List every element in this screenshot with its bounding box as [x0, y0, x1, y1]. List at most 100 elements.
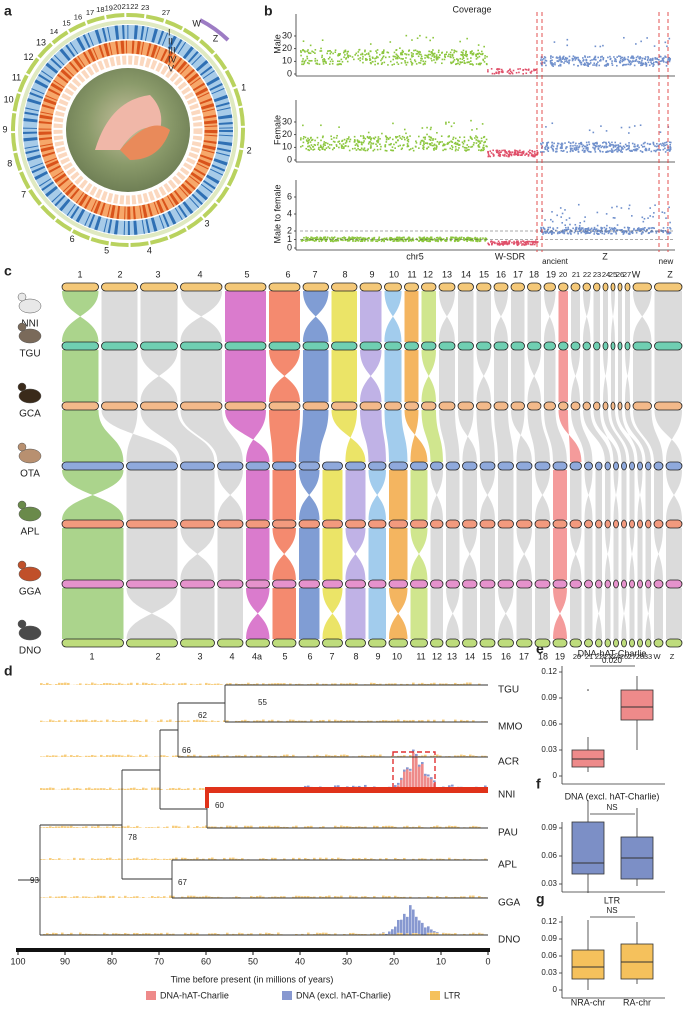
coverage-point — [470, 57, 472, 59]
coverage-point — [346, 53, 349, 55]
coverage-point — [332, 237, 335, 239]
coverage-point — [574, 59, 577, 61]
coverage-point — [524, 242, 527, 244]
ring-chromosomes — [11, 13, 245, 247]
age-bin — [70, 932, 73, 935]
coverage-point — [479, 53, 482, 55]
coverage-point — [611, 62, 613, 65]
age-bin — [358, 933, 361, 935]
age-bin — [343, 754, 346, 757]
coverage-point — [448, 53, 450, 56]
coverage-point — [586, 232, 588, 235]
age-bin — [160, 932, 163, 935]
synteny-ribbon — [345, 528, 366, 580]
synteny-ribbon — [322, 588, 343, 639]
chromosome-label: 22 — [130, 2, 138, 11]
coverage-point — [564, 60, 566, 63]
age-bin — [40, 788, 43, 790]
coverage-point — [628, 147, 630, 150]
coverage-point — [577, 232, 579, 235]
age-bin — [76, 827, 79, 828]
coverage-point — [482, 136, 485, 139]
coverage-point — [418, 53, 421, 55]
coverage-point — [383, 49, 385, 51]
chromosome-bar — [613, 461, 619, 471]
chromosome-bar — [479, 638, 496, 648]
age-bin — [49, 896, 52, 898]
chromosome-label: 27 — [623, 270, 631, 279]
coverage-point — [413, 49, 415, 52]
coverage-point — [378, 236, 381, 239]
coverage-point — [469, 237, 472, 239]
coverage-point — [553, 142, 555, 145]
synteny-ribbon — [480, 588, 495, 639]
coverage-point — [609, 228, 612, 231]
coverage-point — [640, 61, 643, 63]
coverage-point — [586, 230, 588, 233]
coverage-point — [493, 154, 495, 156]
region-label: W-SDR — [495, 251, 526, 261]
coverage-point — [385, 138, 388, 141]
coverage-point — [362, 61, 364, 64]
age-bin — [196, 857, 199, 860]
age-bin — [394, 826, 397, 828]
age-bin — [82, 896, 85, 898]
coverage-point — [544, 59, 547, 62]
age-bin — [136, 896, 139, 898]
synteny-ribbon — [527, 291, 541, 342]
age-bin — [166, 932, 169, 935]
coverage-point — [573, 147, 576, 149]
coverage-point — [630, 231, 633, 234]
chromosome-bar — [595, 579, 603, 589]
synteny-ribbon — [544, 410, 567, 462]
coverage-point — [304, 136, 307, 139]
coverage-point — [305, 236, 308, 239]
coverage-point — [406, 237, 409, 240]
coverage-point — [325, 141, 327, 144]
coverage-point — [362, 237, 365, 239]
coverage-point — [530, 153, 533, 155]
coverage-point — [430, 51, 433, 53]
coverage-point — [631, 142, 634, 145]
coverage-point — [468, 237, 470, 239]
chromosome-bar — [268, 282, 301, 292]
coverage-point — [570, 147, 573, 150]
age-bin — [463, 720, 466, 722]
age-bin — [103, 827, 106, 828]
coverage-point — [595, 232, 598, 235]
coverage-point — [614, 141, 617, 144]
significance-label: 0.020 — [602, 656, 623, 665]
chromosome-label: 8 — [353, 651, 358, 661]
coverage-point — [353, 237, 356, 240]
age-bin — [139, 720, 142, 722]
coverage-point — [334, 239, 337, 241]
bird-wing — [95, 95, 162, 150]
coverage-point — [486, 145, 488, 148]
age-bin — [343, 826, 346, 828]
age-bin — [268, 683, 271, 685]
coverage-point — [338, 63, 341, 65]
coverage-point — [431, 55, 433, 57]
age-bin — [295, 683, 298, 685]
coverage-point — [653, 61, 655, 64]
coverage-point — [646, 37, 648, 39]
coverage-point — [450, 140, 453, 143]
age-bin — [361, 721, 364, 722]
chromosome-label: 5 — [104, 246, 109, 256]
coverage-point — [584, 56, 587, 58]
age-bin — [67, 682, 70, 685]
coverage-point — [381, 62, 384, 64]
coverage-point — [644, 61, 647, 64]
age-bin — [145, 933, 148, 935]
coverage-point — [661, 144, 663, 147]
coverage-point — [622, 230, 625, 232]
age-bin — [169, 858, 172, 860]
coverage-point — [499, 243, 501, 246]
coverage-point — [407, 240, 410, 243]
coverage-point — [625, 148, 628, 151]
synteny-ribbon — [360, 291, 382, 342]
coverage-point — [562, 56, 564, 59]
age-bin — [73, 788, 76, 790]
coverage-point — [628, 227, 631, 229]
age-bin — [385, 720, 388, 722]
